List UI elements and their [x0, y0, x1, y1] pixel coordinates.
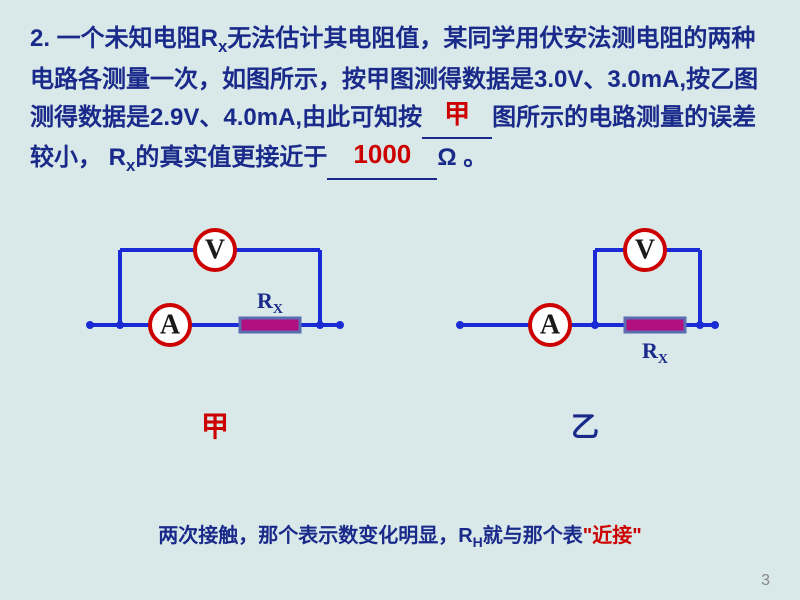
problem-statement: 2. 一个未知电阻Rx无法估计其电阻值，某同学用伏安法测电阻的两种电路各测量一次…: [30, 20, 770, 180]
circuit-jia-name: 甲: [75, 405, 355, 445]
answer-1: 甲: [422, 94, 492, 136]
circuit-diagrams: V A RX 甲: [30, 220, 770, 400]
circuit-jia: V A RX 甲: [75, 220, 355, 400]
problem-text-5: Ω 。: [437, 144, 487, 171]
physics-slide: 2. 一个未知电阻Rx无法估计其电阻值，某同学用伏安法测电阻的两种电路各测量一次…: [0, 0, 800, 600]
resistor-label: RX: [257, 288, 283, 317]
subscript-x-1: x: [218, 37, 227, 56]
note-text-2: 就与那个表: [483, 525, 583, 547]
subscript-x-2: x: [126, 156, 135, 175]
page-number: 3: [761, 572, 770, 590]
resistor-label: RX: [642, 338, 668, 367]
voltmeter-label: V: [635, 235, 655, 266]
circuit-yi-name: 乙: [445, 405, 725, 445]
note-text-1: 两次接触，那个表示数变化明显，R: [158, 525, 472, 547]
problem-text-1: 2. 一个未知电阻R: [30, 25, 218, 52]
note-sub: H: [473, 534, 483, 550]
circuit-yi: V A RX 乙: [445, 220, 725, 400]
note-text-3: "近接": [583, 525, 642, 547]
hint-note: 两次接触，那个表示数变化明显，RH就与那个表"近接": [0, 519, 800, 550]
answer-2: 1000: [327, 134, 437, 176]
ammeter-label: A: [540, 310, 561, 341]
blank-2: 1000: [327, 139, 437, 179]
ammeter-label: A: [160, 310, 181, 341]
problem-text-4: 的真实值更接近于: [135, 144, 327, 171]
voltmeter-label: V: [205, 235, 225, 266]
